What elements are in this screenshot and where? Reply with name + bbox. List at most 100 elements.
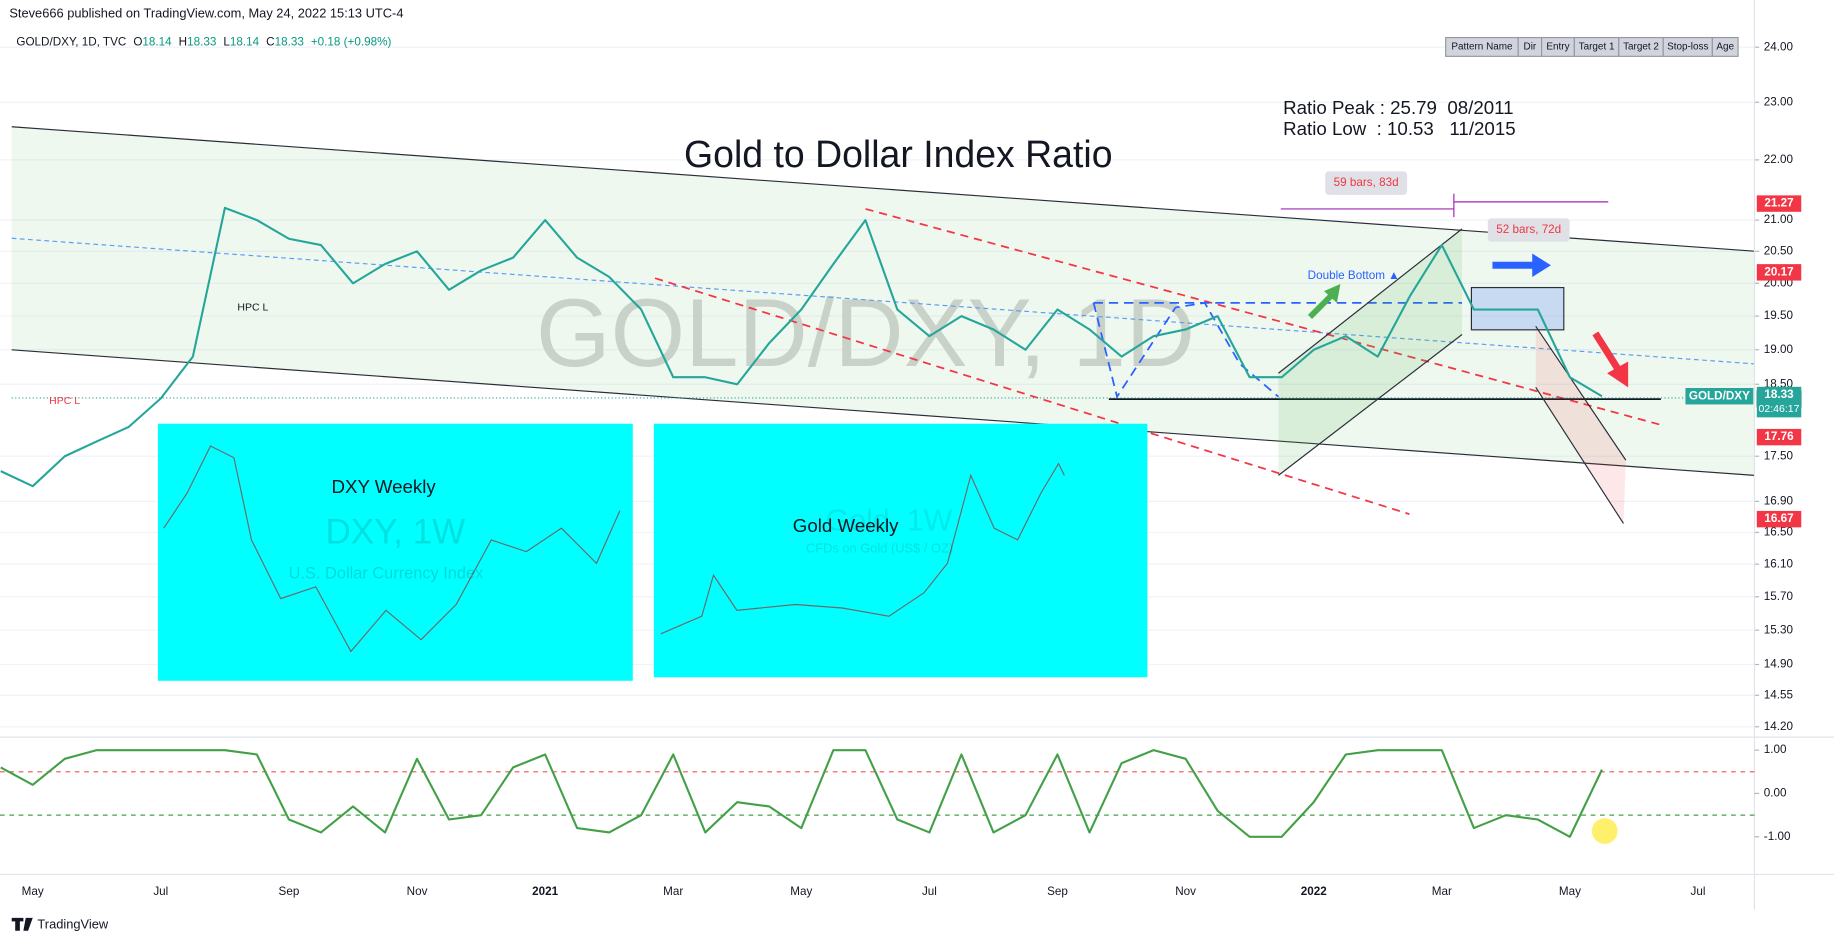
series-line	[0, 206, 1603, 488]
y-tick-label: 16.10	[1764, 557, 1794, 570]
price-tag-label: 21.27	[1764, 197, 1793, 210]
last-price-tag	[1756, 386, 1802, 418]
y-tick-label: -1.00	[1764, 830, 1791, 843]
y-tick-label: 19.50	[1764, 309, 1794, 322]
series-line	[0, 749, 1603, 838]
price-tag	[1756, 510, 1802, 528]
oscillator: 1.00 0.00 -1.00	[0, 743, 1791, 843]
falling-channel-bottom	[1535, 387, 1624, 524]
y-tick-label: 0.00	[1764, 787, 1787, 800]
inset-watermark: Gold, 1W	[826, 503, 953, 537]
annotation: Ratio Peak : 25.79 08/2011	[1283, 97, 1513, 118]
trend-dashed	[865, 208, 1662, 426]
x-tick-label: Sep	[279, 885, 300, 898]
x-tick-label: Sep	[1047, 885, 1068, 898]
x-tick-label: May	[22, 885, 44, 898]
inset-subtitle: U.S. Dollar Currency Index	[289, 564, 484, 582]
pattern-label: HPC L	[49, 395, 80, 407]
ohlc-key: O	[133, 35, 142, 48]
y-tick-label: 14.90	[1764, 658, 1794, 671]
x-tick-label: Jul	[1691, 885, 1706, 898]
x-tick-label: Mar	[1432, 885, 1452, 898]
rising-channel-top	[1278, 228, 1463, 374]
x-tick-label: Jul	[922, 885, 937, 898]
ohlc-value: 18.33	[275, 35, 304, 48]
measure-label: 52 bars, 72d	[1496, 223, 1561, 236]
channel-top	[11, 126, 1755, 252]
x-tick-label: Nov	[407, 885, 428, 898]
inset-subtitle: CFDs on Gold (US$ / OZ)	[806, 541, 953, 556]
table-header: Dir	[1524, 42, 1537, 53]
ohlc-value: 18.33	[187, 35, 216, 48]
symbol: GOLD/DXY, 1D, TVC	[16, 35, 126, 48]
inset	[653, 423, 1148, 678]
ohlc-key: C	[266, 35, 274, 48]
chart-title: Gold to Dollar Index Ratio	[684, 133, 1112, 175]
arrow-down	[1592, 331, 1621, 371]
table-header: Age	[1716, 42, 1734, 53]
y-tick-label: 16.90	[1764, 494, 1794, 507]
rising-channel-bottom	[1278, 334, 1463, 476]
footer: TradingView	[37, 916, 108, 931]
pattern-label: HPC L	[237, 301, 268, 313]
x-tick-label: May	[1559, 885, 1581, 898]
x-tick-label: May	[790, 885, 812, 898]
publisher: Steve666 published on TradingView.com, M…	[9, 5, 403, 20]
inset-title: Gold Weekly	[793, 515, 899, 536]
channel-bottom	[11, 349, 1755, 476]
annotation: Ratio Low : 10.53 11/2015	[1283, 118, 1516, 139]
plot: 24.0023.0022.0021.0020.5020.0019.5019.00…	[0, 40, 1802, 733]
ohlc-value: 18.14	[142, 35, 172, 48]
price-tag	[1756, 195, 1802, 212]
change: +0.18 (+0.98%)	[311, 35, 392, 48]
measure-box	[1325, 171, 1408, 195]
ohlc-key: H	[179, 35, 187, 48]
x-tick-label: Jul	[153, 885, 168, 898]
inset-line	[660, 462, 1065, 635]
table-cell	[1711, 36, 1739, 57]
y-tick-label: 14.55	[1764, 688, 1794, 701]
last-price: 18.33	[1764, 388, 1794, 401]
falling-channel	[1535, 326, 1626, 524]
pattern-table: Pattern Name Dir Entry Target 1 Target 2 Stop…	[1445, 36, 1739, 57]
y-tick-label: 19.00	[1764, 343, 1794, 356]
price-tag-label: 16.67	[1764, 512, 1793, 525]
inset-line	[163, 445, 621, 653]
y-tick-label: 1.00	[1764, 743, 1787, 756]
arrow-head	[1607, 361, 1629, 388]
table-header: Stop-loss	[1667, 42, 1708, 53]
last-price-name-tag	[1685, 387, 1754, 405]
table-header: Target 1	[1579, 42, 1615, 53]
arrow-up	[1307, 291, 1336, 319]
symbol-line: GOLD/DXY, 1D, TVC O18.14 H18.33 L18.14 C18.3…	[16, 35, 391, 48]
inset	[157, 423, 633, 681]
arrow-head	[1324, 284, 1341, 303]
y-tick-label: 14.20	[1764, 720, 1794, 733]
channel-mid	[11, 237, 1755, 365]
price-tag-label: 17.76	[1764, 430, 1794, 443]
y-tick-label: 24.00	[1764, 40, 1794, 53]
ohlc-key: L	[223, 35, 230, 48]
y-tick-label: 22.00	[1764, 153, 1794, 166]
x-tick-label: Nov	[1175, 885, 1196, 898]
y-tick-label: 21.00	[1764, 213, 1794, 226]
measure-box	[1487, 218, 1570, 242]
table-header: Pattern Name	[1451, 42, 1513, 53]
y-tick-label: 16.50	[1764, 525, 1794, 538]
y-tick-label: 23.00	[1764, 95, 1794, 108]
price-tag	[1756, 264, 1802, 281]
falling-channel-top	[1535, 325, 1627, 461]
arrow-head	[1532, 253, 1551, 278]
price-tag-label: 20.17	[1764, 265, 1793, 278]
inset-title: DXY Weekly	[332, 476, 437, 497]
price-tag	[1756, 428, 1802, 446]
measure-label: 59 bars, 83d	[1334, 176, 1399, 189]
y-tick-label: 17.50	[1764, 449, 1794, 462]
highlight	[1591, 818, 1618, 844]
y-tick-label: 15.30	[1764, 623, 1794, 636]
x-tick-label: 2022	[1301, 885, 1327, 898]
ohlc-value: 18.14	[230, 35, 260, 48]
last-price-name: GOLD/DXY	[1689, 389, 1750, 402]
